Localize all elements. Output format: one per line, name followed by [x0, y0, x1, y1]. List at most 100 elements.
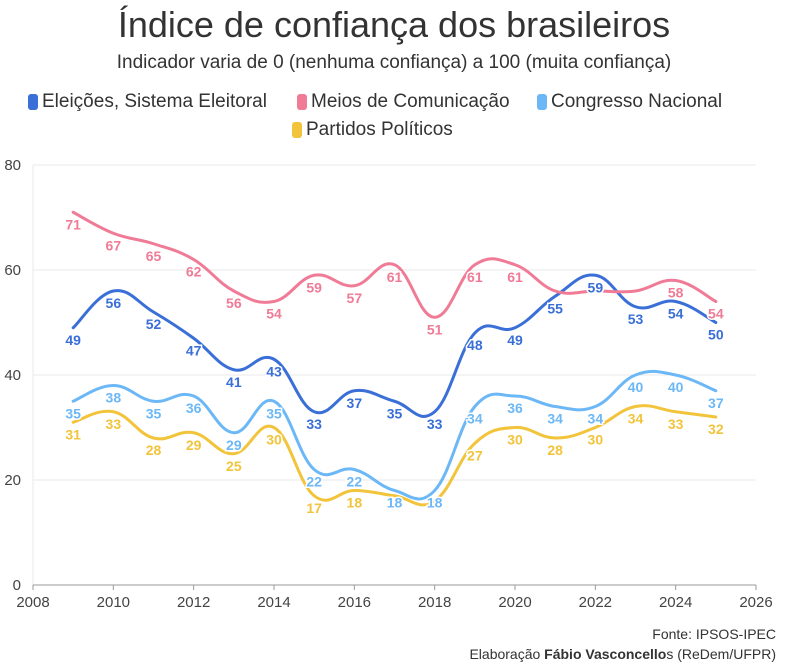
data-label: 48 [467, 337, 483, 353]
data-label: 59 [306, 279, 322, 295]
data-label: 33 [427, 416, 443, 432]
y-tick-label: 40 [4, 367, 21, 384]
legend-item-eleicoes[interactable]: Eleições, Sistema Eleitoral [28, 91, 267, 113]
data-label: 31 [65, 426, 81, 442]
data-label: 43 [266, 363, 282, 379]
legend-item-congresso[interactable]: Congresso Nacional [537, 91, 722, 113]
legend-label: Partidos Políticos [306, 119, 453, 140]
legend-swatch [28, 94, 38, 110]
data-label: 36 [186, 400, 202, 416]
data-label: 34 [588, 411, 604, 427]
data-label: 22 [347, 474, 363, 490]
data-label: 61 [507, 269, 523, 285]
x-tick-label: 2020 [498, 594, 531, 611]
data-label: 65 [146, 248, 162, 264]
data-label: 54 [708, 306, 724, 322]
data-label: 30 [507, 432, 523, 448]
data-label: 29 [226, 437, 242, 453]
data-label: 40 [628, 379, 644, 395]
data-label: 54 [668, 306, 684, 322]
series-line-1 [71, 210, 718, 319]
y-tick-label: 0 [13, 577, 21, 594]
data-label: 54 [266, 306, 282, 322]
data-label: 34 [628, 411, 644, 427]
x-tick-label: 2012 [177, 594, 210, 611]
data-label: 38 [106, 390, 122, 406]
data-label: 32 [708, 421, 724, 437]
data-label: 61 [467, 269, 483, 285]
data-label: 62 [186, 264, 202, 280]
data-label: 25 [226, 458, 242, 474]
series-line-2 [71, 369, 718, 501]
data-label: 35 [266, 405, 282, 421]
data-label: 29 [186, 437, 202, 453]
data-label: 47 [186, 342, 202, 358]
data-label: 57 [347, 290, 363, 306]
credit-suffix: s (ReDem/UFPR) [666, 646, 776, 662]
legend-swatch [297, 94, 307, 110]
x-tick-label: 2018 [418, 594, 451, 611]
legend-label: Eleições, Sistema Eleitoral [42, 91, 267, 112]
legend-item-partidos[interactable]: Partidos Políticos [292, 119, 453, 141]
data-label: 18 [427, 495, 443, 511]
data-label: 22 [306, 474, 322, 490]
data-label: 34 [467, 411, 483, 427]
x-tick-label: 2014 [257, 594, 290, 611]
data-label: 59 [588, 279, 604, 295]
data-label: 33 [668, 416, 684, 432]
series-line-3 [71, 404, 718, 507]
credit-prefix: Elaboração [469, 646, 545, 662]
data-label: 30 [266, 432, 282, 448]
credit-note: Elaboração Fábio Vasconcellos (ReDem/UFP… [469, 646, 776, 662]
data-label: 50 [708, 327, 724, 343]
data-label: 27 [467, 447, 483, 463]
data-label: 56 [106, 295, 122, 311]
data-label: 71 [65, 216, 81, 232]
data-label: 36 [507, 400, 523, 416]
legend-swatch [292, 122, 302, 138]
data-label: 30 [588, 432, 604, 448]
data-label: 33 [306, 416, 322, 432]
legend-label: Congresso Nacional [551, 91, 723, 112]
data-label: 34 [547, 411, 563, 427]
y-tick-label: 80 [4, 157, 21, 174]
data-label: 40 [668, 379, 684, 395]
source-note: Fonte: IPSOS-IPEC [652, 626, 776, 642]
data-label: 58 [668, 285, 684, 301]
x-tick-label: 2010 [97, 594, 130, 611]
data-label: 35 [65, 405, 81, 421]
series-line-0 [71, 273, 718, 418]
data-label: 67 [106, 237, 122, 253]
data-label: 49 [65, 332, 81, 348]
data-label: 56 [226, 295, 242, 311]
legend-label: Meios de Comunicação [311, 91, 510, 112]
y-tick-label: 60 [4, 262, 21, 279]
data-label: 28 [547, 442, 563, 458]
legend-item-meios[interactable]: Meios de Comunicação [297, 91, 510, 113]
data-label: 18 [387, 495, 403, 511]
x-tick-label: 2026 [739, 594, 772, 611]
data-label: 35 [146, 405, 162, 421]
data-label: 53 [628, 311, 644, 327]
data-label: 55 [547, 300, 563, 316]
data-label: 18 [347, 495, 363, 511]
data-label: 37 [708, 395, 724, 411]
data-label: 17 [306, 500, 322, 516]
data-label: 51 [427, 321, 443, 337]
data-label: 33 [106, 416, 122, 432]
chart-subtitle: Indicador varia de 0 (nenhuma confiança)… [116, 52, 672, 73]
x-tick-label: 2016 [338, 594, 371, 611]
x-tick-label: 2022 [579, 594, 612, 611]
data-label: 37 [347, 395, 363, 411]
x-tick-label: 2024 [659, 594, 692, 611]
x-tick-label: 2008 [16, 594, 49, 611]
data-label: 28 [146, 442, 162, 458]
data-label: 41 [226, 374, 242, 390]
legend-swatch [537, 94, 547, 110]
data-label: 52 [146, 316, 162, 332]
chart-title: Índice de confiança dos brasileiros [117, 4, 671, 45]
credit-name: Fábio Vasconcello [544, 646, 667, 662]
data-label: 61 [387, 269, 403, 285]
data-label: 35 [387, 405, 403, 421]
